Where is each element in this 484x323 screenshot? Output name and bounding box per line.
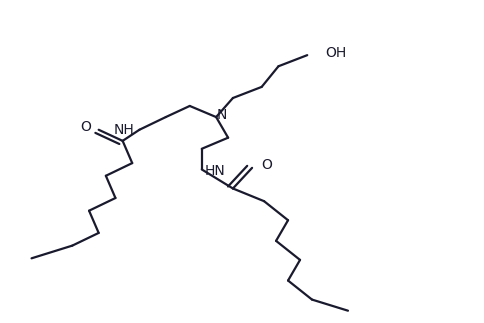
- Text: N: N: [216, 109, 227, 122]
- Text: O: O: [260, 158, 272, 172]
- Text: O: O: [80, 120, 91, 134]
- Text: NH: NH: [114, 123, 135, 137]
- Text: OH: OH: [325, 46, 346, 60]
- Text: HN: HN: [204, 164, 225, 178]
